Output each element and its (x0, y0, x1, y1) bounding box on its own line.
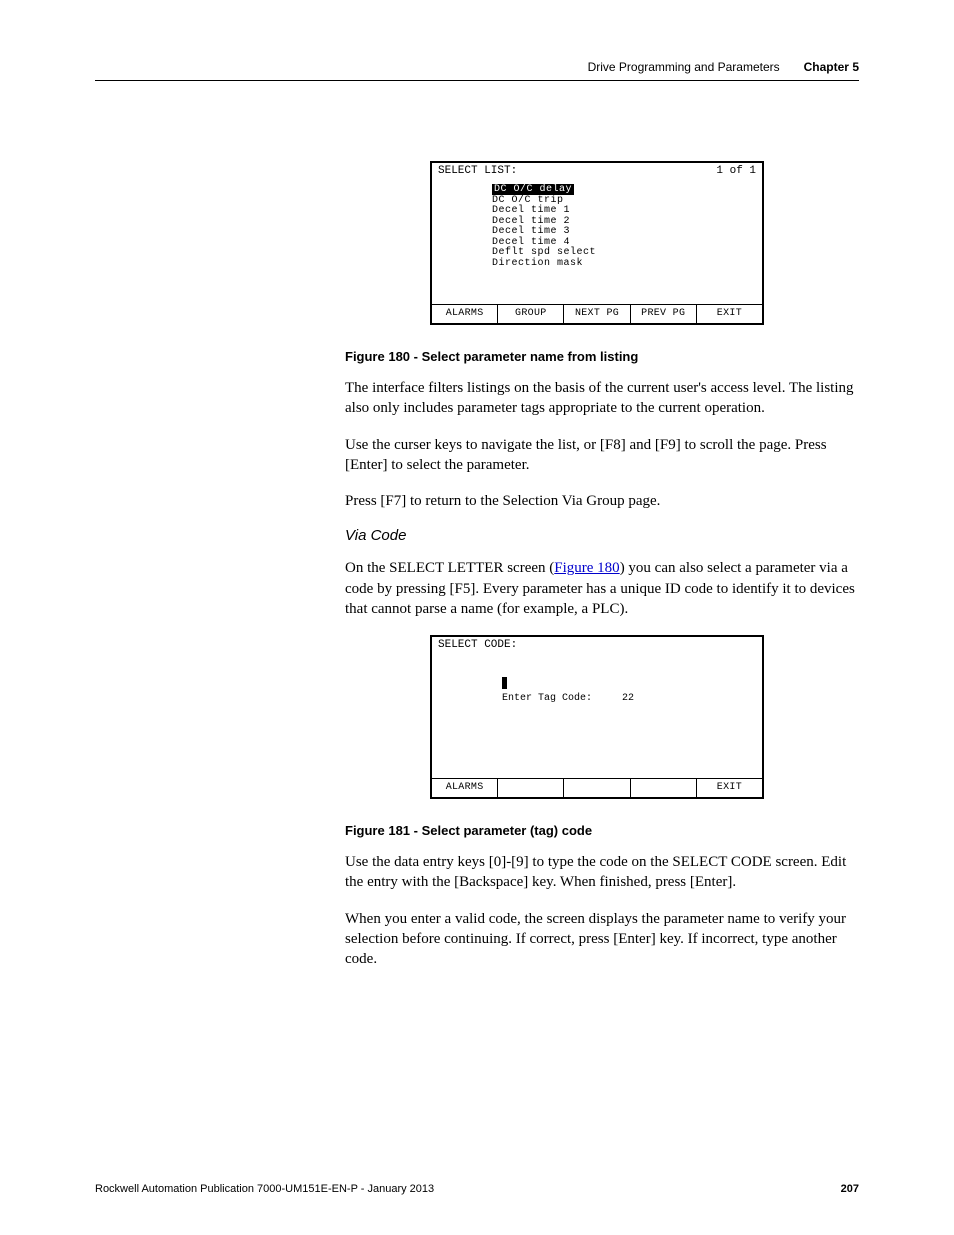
paragraph: When you enter a valid code, the screen … (345, 909, 855, 970)
softkey-empty (498, 779, 564, 797)
paragraph: On the SELECT LETTER screen (Figure 180)… (345, 558, 855, 619)
softkey-alarms[interactable]: ALARMS (432, 779, 498, 797)
cursor-line (502, 677, 742, 692)
prompt-label: Enter Tag Code: (502, 693, 592, 704)
content-column: SELECT LIST: 1 of 1 DC O/C delay DC O/C … (345, 161, 855, 969)
publication-info: Rockwell Automation Publication 7000-UM1… (95, 1183, 434, 1195)
paragraph: The interface filters listings on the ba… (345, 378, 855, 419)
text: On the SELECT LETTER screen ( (345, 560, 554, 576)
softkey-alarms[interactable]: ALARMS (432, 305, 498, 323)
softkey-group[interactable]: GROUP (498, 305, 564, 323)
softkey-empty (564, 779, 630, 797)
terminal-title: SELECT LIST: (438, 165, 517, 177)
terminal-footer: ALARMS EXIT (432, 778, 762, 797)
softkey-prev-pg[interactable]: PREV PG (631, 305, 697, 323)
terminal-header: SELECT CODE: (432, 637, 762, 653)
page-footer: Rockwell Automation Publication 7000-UM1… (95, 1183, 859, 1195)
page-header: Drive Programming and Parameters Chapter… (95, 60, 859, 81)
prompt-line: Enter Tag Code: 22 (502, 692, 742, 706)
terminal-title: SELECT CODE: (438, 639, 517, 651)
page: Drive Programming and Parameters Chapter… (0, 0, 954, 1235)
terminal-page-indicator: 1 of 1 (716, 165, 756, 177)
via-code-heading: Via Code (345, 527, 855, 544)
header-section-title: Drive Programming and Parameters (588, 60, 780, 74)
select-code-terminal: SELECT CODE: Enter Tag Code: 22 ALARMS E… (430, 635, 764, 799)
softkey-empty (631, 779, 697, 797)
figure-180-link[interactable]: Figure 180 (554, 560, 619, 576)
softkey-exit[interactable]: EXIT (697, 779, 762, 797)
select-list-terminal: SELECT LIST: 1 of 1 DC O/C delay DC O/C … (430, 161, 764, 325)
terminal-body: Enter Tag Code: 22 (432, 653, 762, 716)
figure-181-caption: Figure 181 - Select parameter (tag) code (345, 823, 855, 838)
softkey-next-pg[interactable]: NEXT PG (564, 305, 630, 323)
terminal-header: SELECT LIST: 1 of 1 (432, 163, 762, 179)
figure-180-caption: Figure 180 - Select parameter name from … (345, 349, 855, 364)
header-chapter: Chapter 5 (804, 60, 859, 74)
paragraph: Press [F7] to return to the Selection Vi… (345, 491, 855, 511)
page-number: 207 (841, 1183, 859, 1195)
tag-code-value: 22 (622, 693, 634, 704)
paragraph: Use the data entry keys [0]-[9] to type … (345, 852, 855, 893)
terminal-body: DC O/C delay DC O/C trip Decel time 1 De… (432, 179, 762, 275)
softkey-exit[interactable]: EXIT (697, 305, 762, 323)
list-item: Direction mask (492, 259, 742, 270)
cursor-icon (502, 677, 507, 689)
paragraph: Use the curser keys to navigate the list… (345, 435, 855, 476)
terminal-footer: ALARMS GROUP NEXT PG PREV PG EXIT (432, 304, 762, 323)
